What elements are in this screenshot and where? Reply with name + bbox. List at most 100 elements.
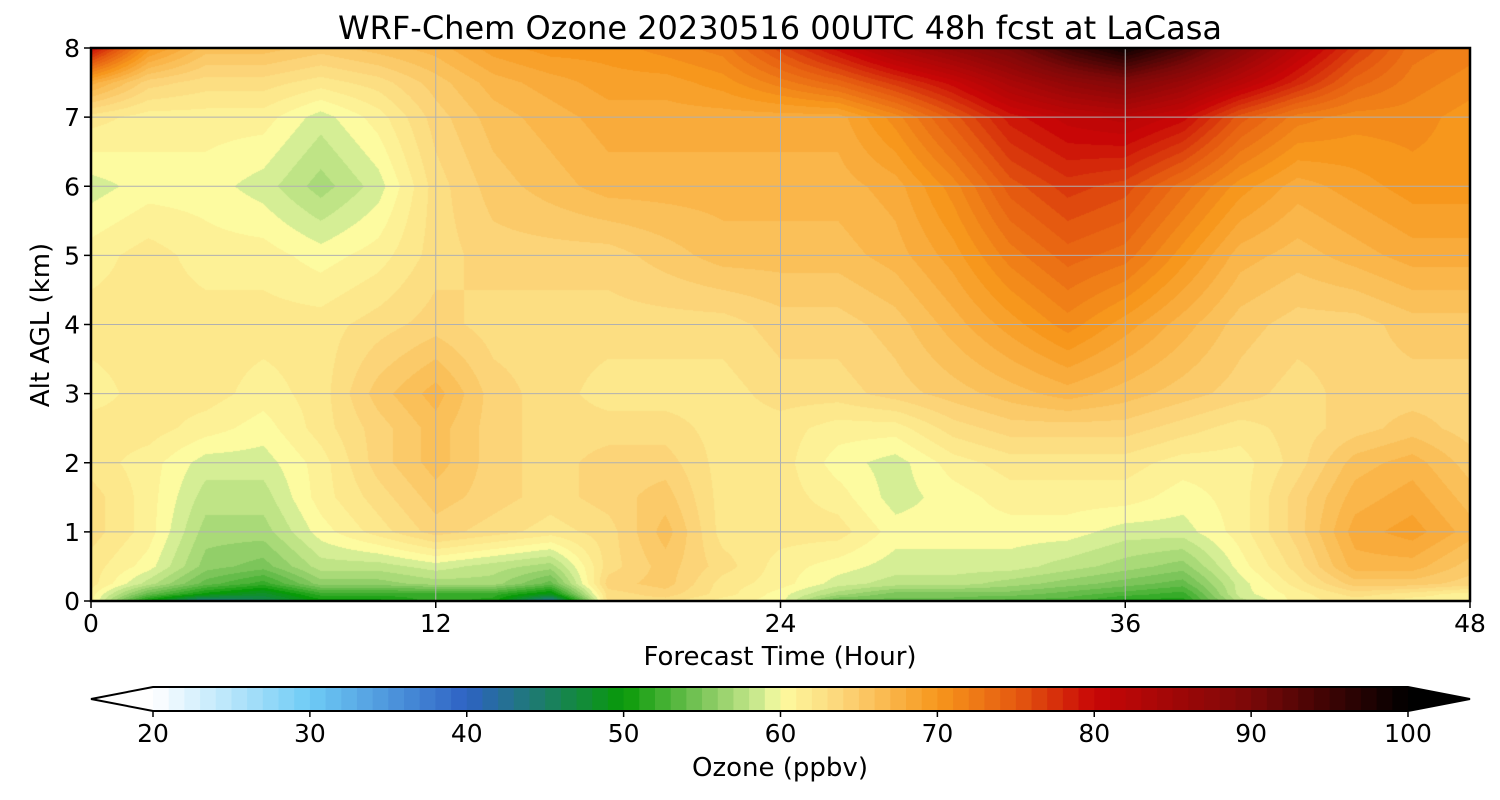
- colorbar-bin: [827, 687, 844, 711]
- colorbar-bin: [1329, 687, 1346, 711]
- colorbar-bin: [231, 687, 248, 711]
- colorbar-label: Ozone (ppbv): [692, 753, 868, 783]
- y-tick-label: 4: [64, 311, 80, 340]
- colorbar-bin: [811, 687, 829, 711]
- colorbar-bin: [1345, 687, 1362, 711]
- x-tick-label: 24: [765, 609, 797, 638]
- colorbar-extend-low: [91, 687, 153, 711]
- y-tick-label: 1: [64, 518, 80, 547]
- colorbar-bin: [733, 687, 750, 711]
- colorbar-bin: [1251, 687, 1268, 711]
- colorbar-bin: [890, 687, 907, 711]
- colorbar-bin: [1360, 687, 1378, 711]
- y-tick-label: 5: [64, 241, 80, 270]
- colorbar-bin: [984, 687, 1001, 711]
- colorbar-bin: [294, 687, 311, 711]
- chart-title: WRF-Chem Ozone 20230516 00UTC 48h fcst a…: [338, 9, 1222, 47]
- colorbar-tick-label: 30: [294, 719, 326, 748]
- colorbar-ticks: 20 30 40 50 60 70 80 90 100: [137, 711, 1432, 748]
- colorbar-tick-label: 60: [765, 719, 797, 748]
- y-axis-ticks: 0 1 2 3 4 5 6 7 8: [64, 34, 91, 616]
- colorbar-bin: [1204, 687, 1221, 711]
- colorbar-bin: [356, 687, 374, 711]
- colorbar-bin: [498, 687, 515, 711]
- colorbar-bin: [639, 687, 656, 711]
- colorbar-bin: [1094, 687, 1111, 711]
- colorbar-bin: [419, 687, 436, 711]
- colorbar-bin: [404, 687, 421, 711]
- colorbar-bin: [1219, 687, 1237, 711]
- y-tick-label: 8: [64, 34, 80, 63]
- colorbar-bin: [1376, 687, 1393, 711]
- colorbar-extend-high: [1408, 687, 1470, 711]
- colorbar-bin: [686, 687, 703, 711]
- colorbar-bin: [388, 687, 405, 711]
- colorbar-bin: [341, 687, 358, 711]
- colorbar-bin: [921, 687, 938, 711]
- colorbar-bin: [576, 687, 593, 711]
- colorbar-bin: [435, 687, 452, 711]
- colorbar-bin: [153, 687, 170, 711]
- colorbar-bin: [372, 687, 389, 711]
- colorbar-bin: [278, 687, 295, 711]
- colorbar-bin: [796, 687, 813, 711]
- colorbar-tick-label: 50: [608, 719, 640, 748]
- colorbar-bin: [1109, 687, 1127, 711]
- colorbar-bin: [1031, 687, 1048, 711]
- colorbar-bin: [529, 687, 546, 711]
- colorbar-bin: [843, 687, 860, 711]
- colorbar-bin: [780, 687, 797, 711]
- colorbar-bin: [937, 687, 954, 711]
- colorbar-bin: [451, 687, 468, 711]
- x-tick-label: 12: [420, 609, 452, 638]
- colorbar-bin: [1125, 687, 1142, 711]
- colorbar-bin: [702, 687, 719, 711]
- colorbar-bin: [1062, 687, 1080, 711]
- x-tick-label: 36: [1109, 609, 1141, 638]
- colorbar-bin: [1313, 687, 1331, 711]
- colorbar-bin: [953, 687, 970, 711]
- colorbar-bin: [247, 687, 264, 711]
- colorbar-bin: [655, 687, 672, 711]
- colorbar-tick-label: 20: [137, 719, 169, 748]
- colorbar-bin: [906, 687, 923, 711]
- colorbar-bin: [1282, 687, 1299, 711]
- x-tick-label: 48: [1454, 609, 1486, 638]
- y-tick-label: 7: [64, 103, 80, 132]
- colorbar-bin: [200, 687, 217, 711]
- colorbar-bin: [545, 687, 562, 711]
- colorbar-bin: [1392, 687, 1409, 711]
- colorbar-bin: [623, 687, 640, 711]
- colorbar-bin: [215, 687, 233, 711]
- colorbar-bin: [1172, 687, 1189, 711]
- y-axis-label: Alt AGL (km): [26, 243, 56, 407]
- colorbar-bin: [1188, 687, 1205, 711]
- colorbar-bin: [592, 687, 609, 711]
- colorbar-bin: [513, 687, 531, 711]
- colorbar-bin: [168, 687, 185, 711]
- colorbar-bin: [560, 687, 578, 711]
- colorbar-tick-label: 90: [1235, 719, 1267, 748]
- colorbar-bin: [1078, 687, 1095, 711]
- colorbar-bin: [607, 687, 625, 711]
- colorbar-bin: [1266, 687, 1284, 711]
- colorbar-bin: [858, 687, 876, 711]
- x-axis-label: Forecast Time (Hour): [643, 642, 916, 672]
- colorbar-bin: [1157, 687, 1174, 711]
- colorbar-bin: [670, 687, 687, 711]
- colorbar-tick-label: 100: [1384, 719, 1432, 748]
- x-axis-ticks: 0 12 24 36 48: [83, 601, 1486, 638]
- colorbar-bin: [1015, 687, 1033, 711]
- colorbar-bin: [466, 687, 484, 711]
- colorbar-tick-label: 70: [921, 719, 953, 748]
- y-tick-label: 2: [64, 449, 80, 478]
- colorbar-bin: [482, 687, 499, 711]
- y-tick-label: 3: [64, 380, 80, 409]
- colorbar-bin: [749, 687, 766, 711]
- colorbar-bin: [764, 687, 782, 711]
- colorbar-bin: [1235, 687, 1252, 711]
- colorbar-bin: [874, 687, 891, 711]
- colorbar: [90, 686, 1471, 712]
- y-tick-label: 6: [64, 172, 80, 201]
- colorbar-bin: [968, 687, 986, 711]
